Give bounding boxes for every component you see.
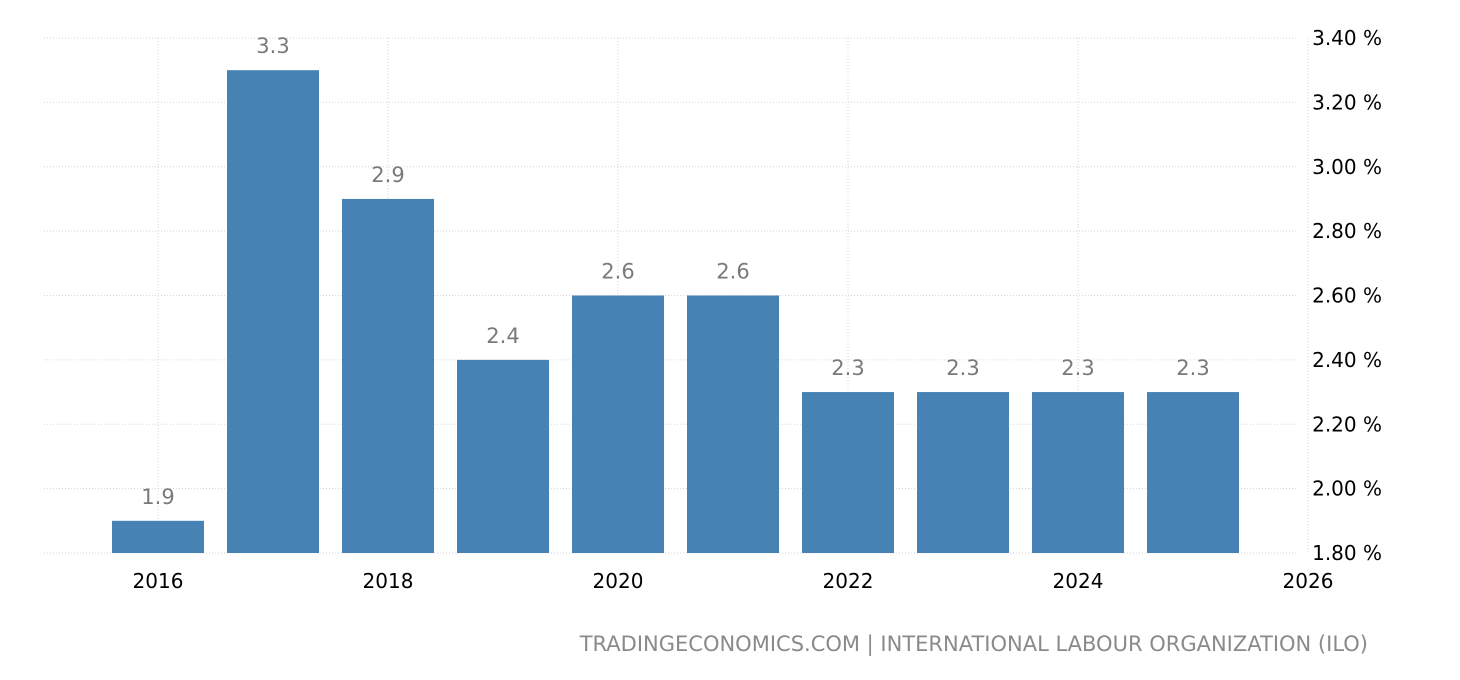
- value-labels: 1.9 3.3 2.9 2.4 2.6 2.6 2.3 2.3 2.3 2.3: [141, 34, 1209, 509]
- bar: [917, 392, 1009, 553]
- y-tick-label: 3.40 %: [1312, 26, 1382, 50]
- bar: [802, 392, 894, 553]
- y-tick-label: 2.00 %: [1312, 477, 1382, 501]
- bar: [1147, 392, 1239, 553]
- x-tick-label: 2022: [823, 569, 874, 593]
- y-tick-label: 2.80 %: [1312, 219, 1382, 243]
- bar-value-label: 2.4: [486, 324, 519, 348]
- x-tick-label: 2026: [1283, 569, 1334, 593]
- bar-value-label: 2.3: [1176, 356, 1209, 380]
- y-tick-label: 2.60 %: [1312, 284, 1382, 308]
- bars: [112, 70, 1239, 553]
- bar-value-label: 2.3: [1061, 356, 1094, 380]
- bar-value-label: 3.3: [256, 34, 289, 58]
- x-tick-label: 2018: [363, 569, 414, 593]
- bar: [342, 198, 434, 553]
- y-axis-ticks: 1.80 % 2.00 % 2.20 % 2.40 % 2.60 % 2.80 % 3.00…: [1312, 26, 1382, 565]
- x-tick-label: 2020: [593, 569, 644, 593]
- y-tick-label: 3.20 %: [1312, 90, 1382, 114]
- x-axis-ticks: 2016 2018 2020 2022 2024 2026: [133, 569, 1334, 593]
- bar-value-label: 2.6: [601, 260, 634, 284]
- y-tick-label: 2.40 %: [1312, 348, 1382, 372]
- bar: [1032, 392, 1124, 553]
- bar-value-label: 2.9: [371, 163, 404, 187]
- bar: [112, 520, 204, 553]
- bar: [572, 295, 664, 553]
- y-tick-label: 2.20 %: [1312, 412, 1382, 436]
- bar-value-label: 2.3: [946, 356, 979, 380]
- bar-value-label: 1.9: [141, 485, 174, 509]
- bar: [687, 295, 779, 553]
- bar-value-label: 2.6: [716, 260, 749, 284]
- x-tick-label: 2016: [133, 569, 184, 593]
- bar-value-label: 2.3: [831, 356, 864, 380]
- x-tick-label: 2024: [1053, 569, 1104, 593]
- y-tick-label: 1.80 %: [1312, 541, 1382, 565]
- y-tick-label: 3.00 %: [1312, 155, 1382, 179]
- bar: [457, 359, 549, 553]
- bar: [227, 70, 319, 553]
- source-caption: TRADINGECONOMICS.COM | INTERNATIONAL LAB…: [579, 632, 1368, 657]
